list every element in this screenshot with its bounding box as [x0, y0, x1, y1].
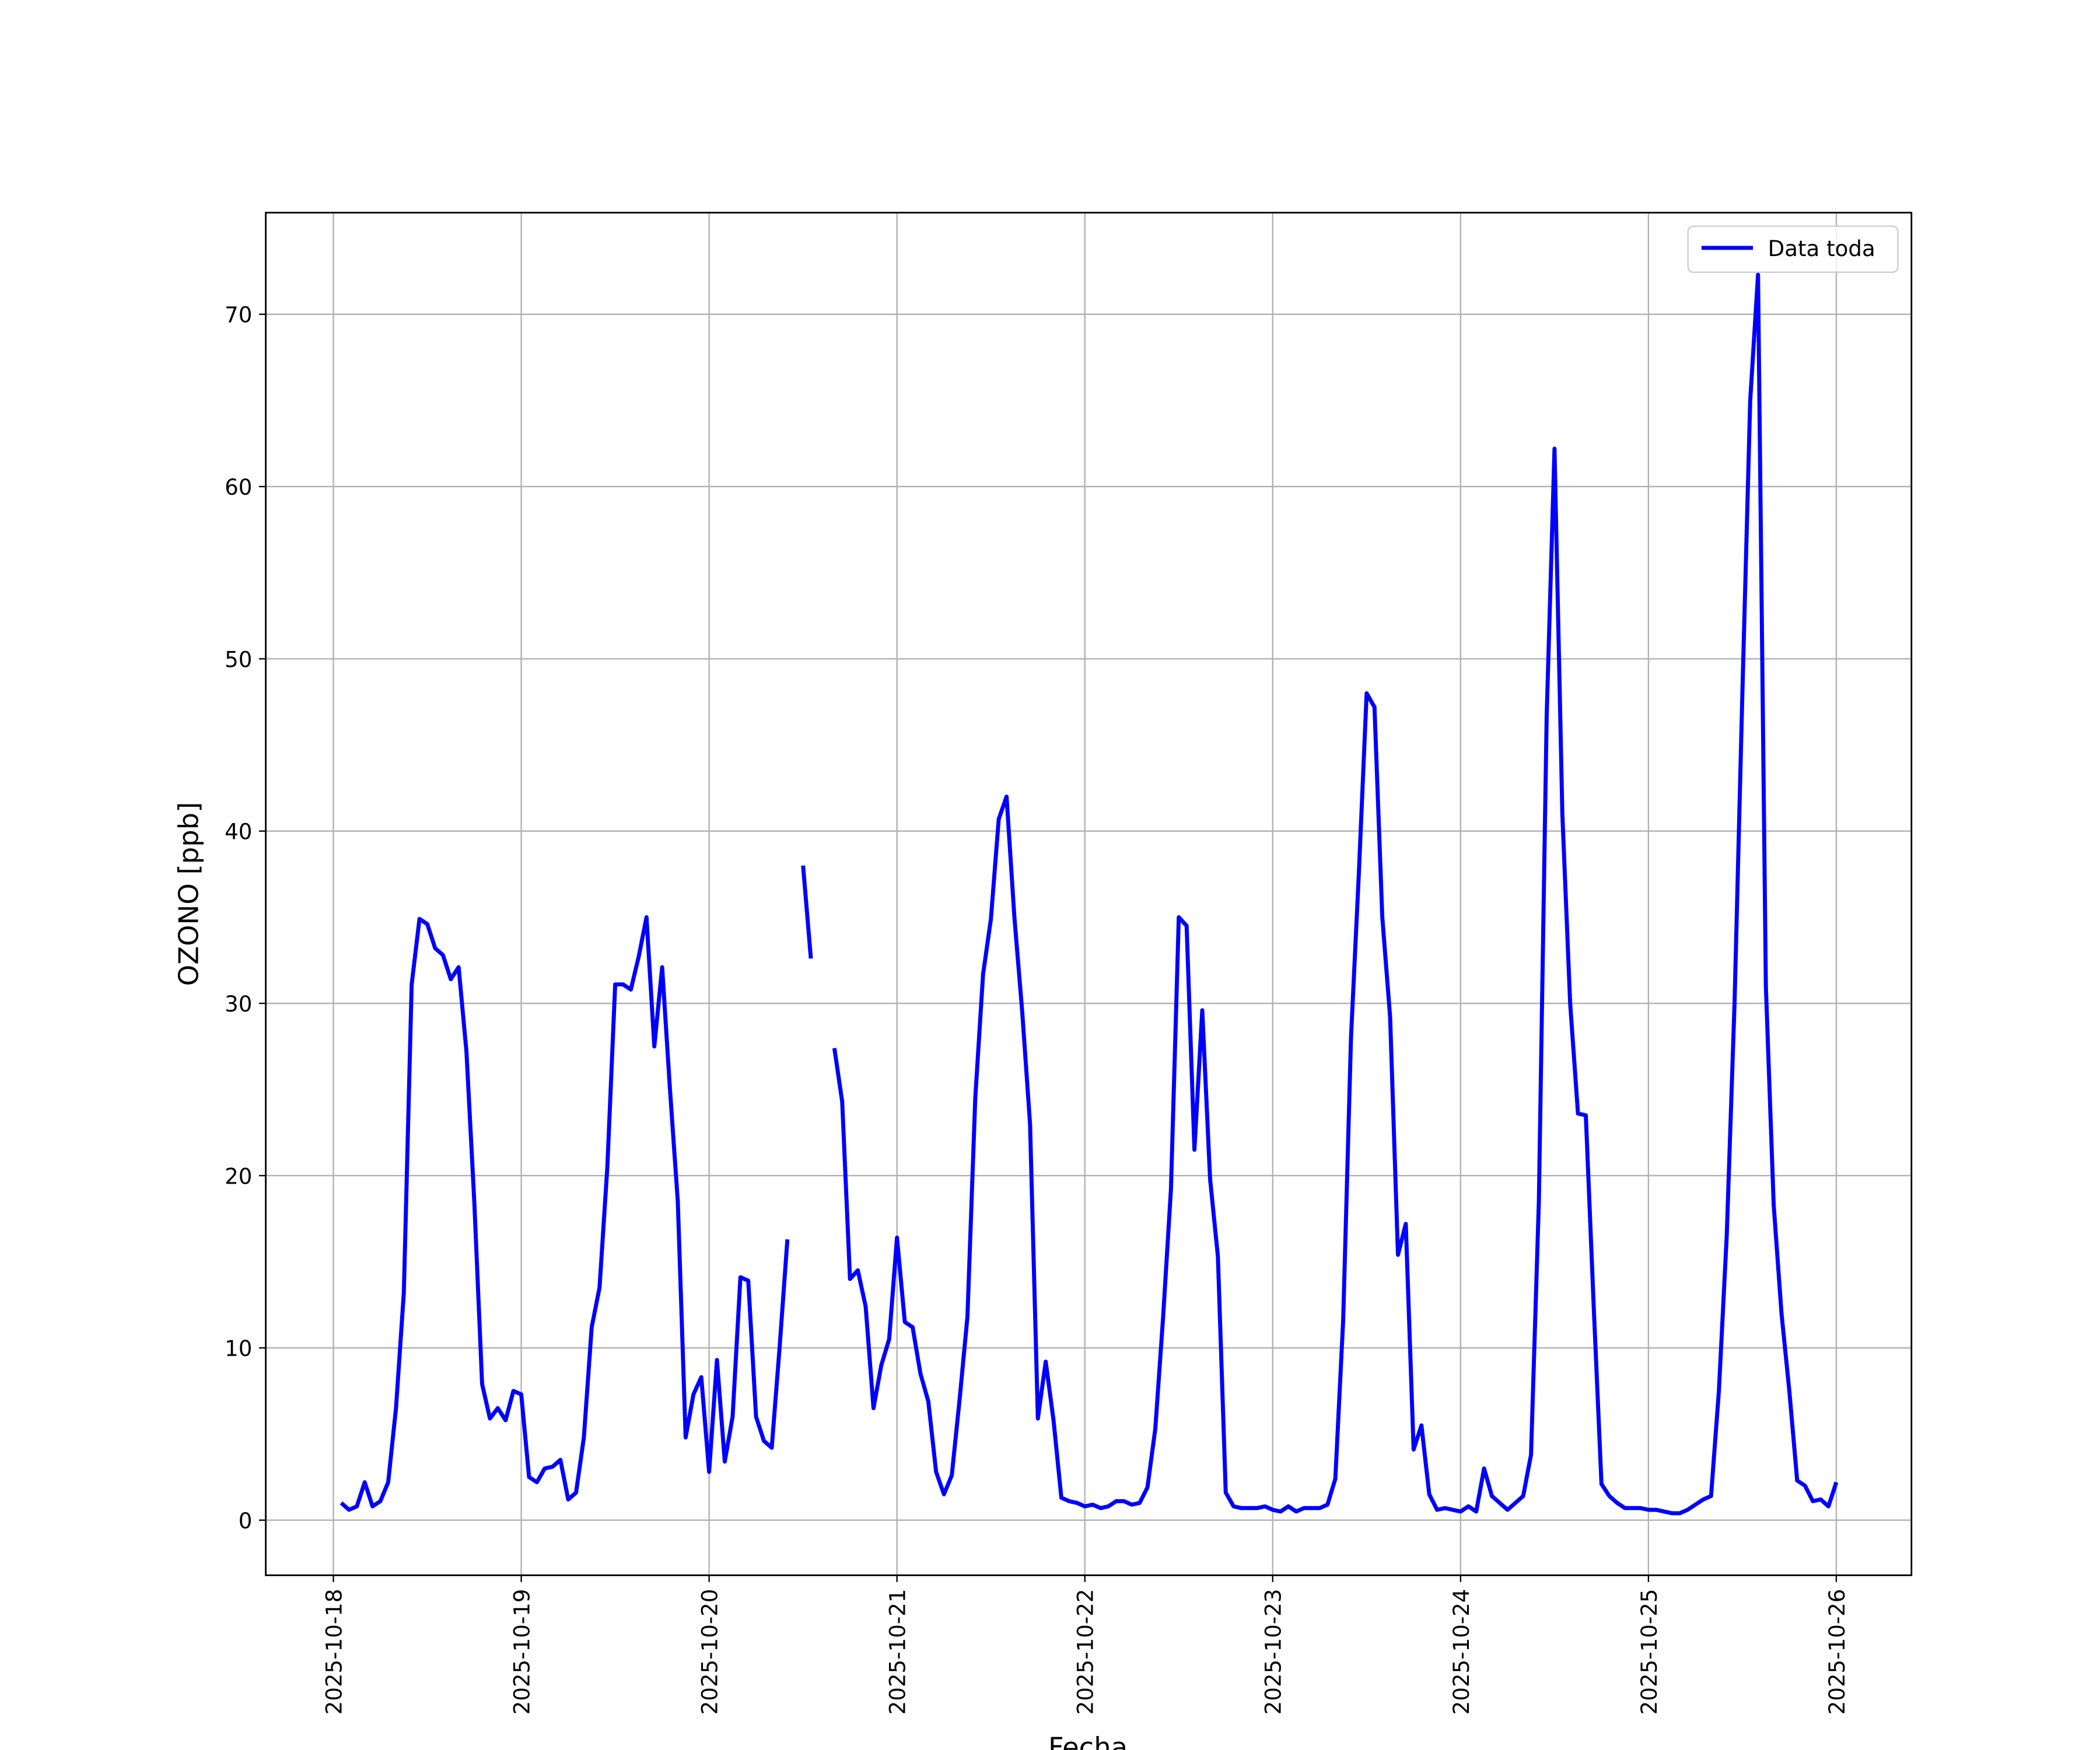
y-tick-label: 60: [225, 475, 252, 500]
y-tick-label: 50: [225, 647, 252, 672]
x-tick-label: 2025-10-25: [1637, 1589, 1662, 1715]
x-tick-label: 2025-10-21: [886, 1589, 911, 1715]
y-tick-label: 30: [225, 992, 252, 1017]
x-tick-label: 2025-10-23: [1261, 1589, 1286, 1715]
y-tick-label: 10: [225, 1336, 252, 1362]
data-line: [801, 865, 813, 959]
x-tick-label: 2025-10-18: [321, 1589, 346, 1715]
x-tick-label: 2025-10-26: [1825, 1589, 1850, 1715]
legend: Data toda: [1687, 225, 1899, 273]
x-tick-label: 2025-10-24: [1449, 1589, 1474, 1715]
legend-label: Data toda: [1768, 236, 1875, 261]
x-tick-label: 2025-10-22: [1073, 1589, 1098, 1715]
data-line: [340, 915, 790, 1512]
axes-frame: [265, 212, 1913, 1576]
x-tick-label: 2025-10-20: [698, 1589, 723, 1715]
y-tick-label: 70: [225, 303, 252, 328]
x-tick-label: 2025-10-19: [510, 1589, 535, 1715]
x-axis-label: Fecha: [1048, 1732, 1128, 1750]
y-tick-label: 40: [225, 820, 252, 845]
y-axis-label: OZONO [ppb]: [173, 802, 204, 986]
data-line: [832, 272, 1839, 1516]
y-tick-label: 0: [239, 1508, 253, 1534]
y-tick-label: 20: [225, 1164, 252, 1189]
legend-box: [1687, 225, 1899, 273]
